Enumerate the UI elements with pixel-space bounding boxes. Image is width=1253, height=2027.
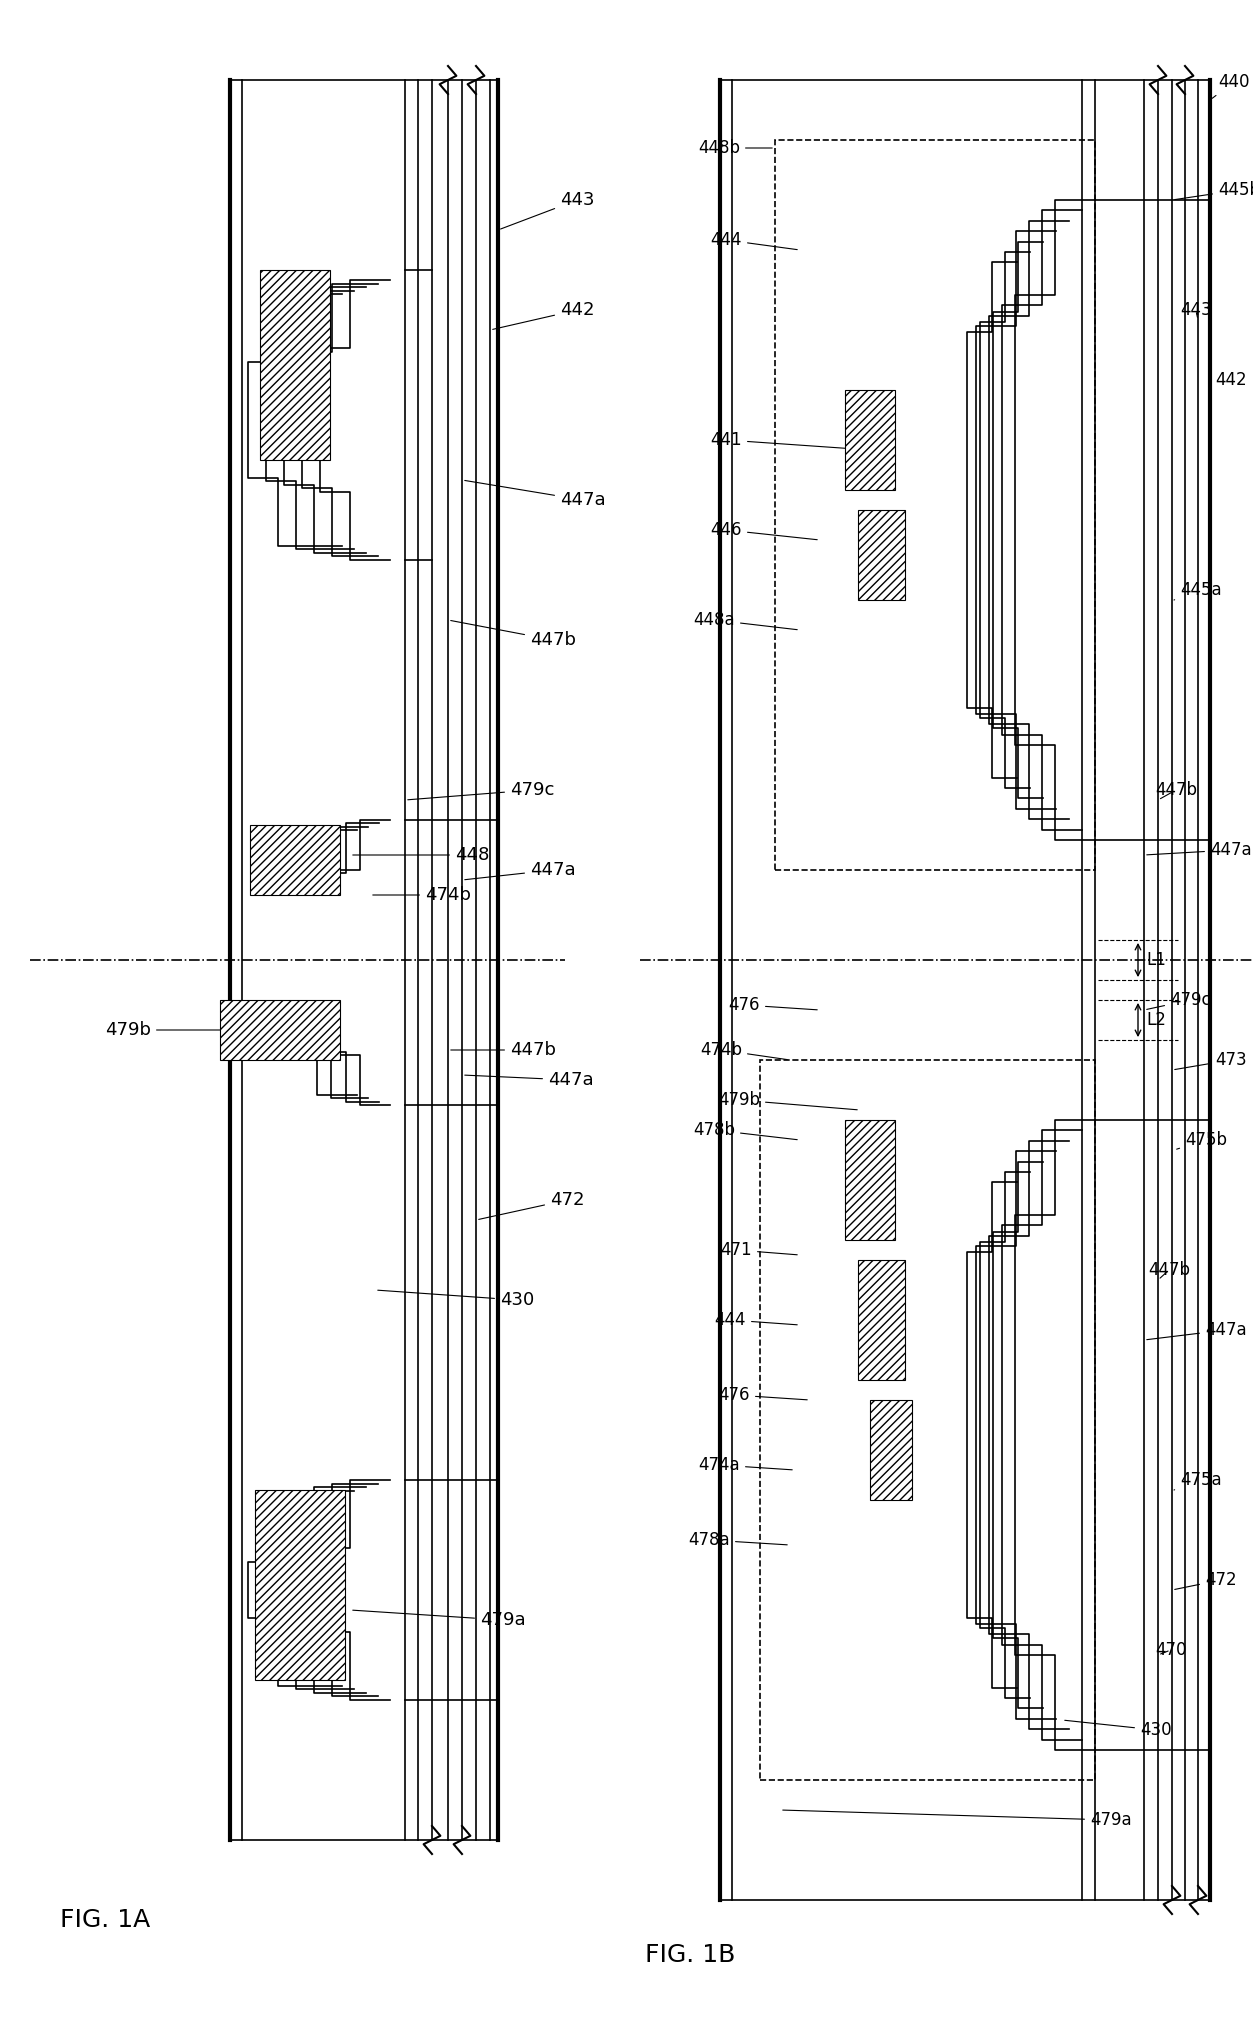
Text: 447b: 447b [1148, 1261, 1190, 1279]
Text: 474b: 474b [700, 1042, 787, 1060]
Text: L1: L1 [1146, 951, 1165, 969]
Text: 475a: 475a [1174, 1472, 1222, 1490]
Polygon shape [858, 511, 905, 600]
Polygon shape [256, 1490, 345, 1680]
Text: 430: 430 [1065, 1721, 1172, 1739]
Polygon shape [251, 825, 340, 896]
Text: 447a: 447a [465, 1070, 594, 1088]
Text: 471: 471 [720, 1241, 797, 1259]
Text: 447b: 447b [451, 1042, 556, 1058]
Text: 472: 472 [1175, 1571, 1237, 1589]
Text: FIG. 1B: FIG. 1B [645, 1944, 736, 1966]
Text: 447a: 447a [1146, 841, 1252, 859]
Bar [761, 1060, 1095, 1780]
Text: 479a: 479a [353, 1609, 525, 1630]
Text: 479c: 479c [407, 780, 554, 801]
Text: 447a: 447a [465, 480, 605, 509]
Text: 446: 446 [710, 521, 817, 539]
Text: 470: 470 [1155, 1642, 1187, 1658]
Text: 442: 442 [492, 300, 594, 328]
Text: 478b: 478b [693, 1121, 797, 1139]
Text: 447b: 447b [1155, 780, 1197, 799]
Text: 440: 440 [1212, 73, 1249, 99]
Text: 476: 476 [728, 995, 817, 1014]
Text: 442: 442 [1215, 371, 1247, 389]
Text: 472: 472 [479, 1192, 584, 1220]
Text: 447a: 447a [465, 861, 575, 880]
Text: 448b: 448b [698, 140, 772, 156]
Text: 447b: 447b [451, 620, 576, 649]
Text: 476: 476 [718, 1386, 807, 1405]
Text: 430: 430 [377, 1291, 534, 1309]
Text: 447a: 447a [1146, 1322, 1247, 1340]
Text: 479b: 479b [718, 1091, 857, 1109]
Text: L2: L2 [1146, 1011, 1165, 1030]
Text: 479c: 479c [1146, 991, 1210, 1009]
Text: 443: 443 [1180, 300, 1212, 318]
Polygon shape [845, 1121, 895, 1241]
Text: 473: 473 [1175, 1052, 1247, 1070]
Text: FIG. 1A: FIG. 1A [60, 1907, 150, 1932]
Polygon shape [870, 1401, 912, 1500]
Text: 448a: 448a [693, 610, 797, 630]
Text: 443: 443 [501, 191, 594, 229]
Text: 445a: 445a [1174, 582, 1222, 600]
Bar [776, 140, 1095, 870]
Text: 445b: 445b [1175, 180, 1253, 199]
Text: 448: 448 [353, 845, 490, 864]
Polygon shape [845, 389, 895, 491]
Text: 444: 444 [710, 231, 797, 249]
Text: 478a: 478a [688, 1530, 787, 1549]
Text: 475b: 475b [1177, 1131, 1227, 1149]
Polygon shape [221, 999, 340, 1060]
Polygon shape [858, 1261, 905, 1380]
Text: 479a: 479a [783, 1810, 1131, 1828]
Text: 474a: 474a [698, 1455, 792, 1474]
Text: 474b: 474b [373, 886, 471, 904]
Polygon shape [261, 270, 330, 460]
Text: 441: 441 [710, 432, 867, 450]
Text: 444: 444 [714, 1311, 797, 1330]
Text: 479b: 479b [105, 1022, 227, 1040]
